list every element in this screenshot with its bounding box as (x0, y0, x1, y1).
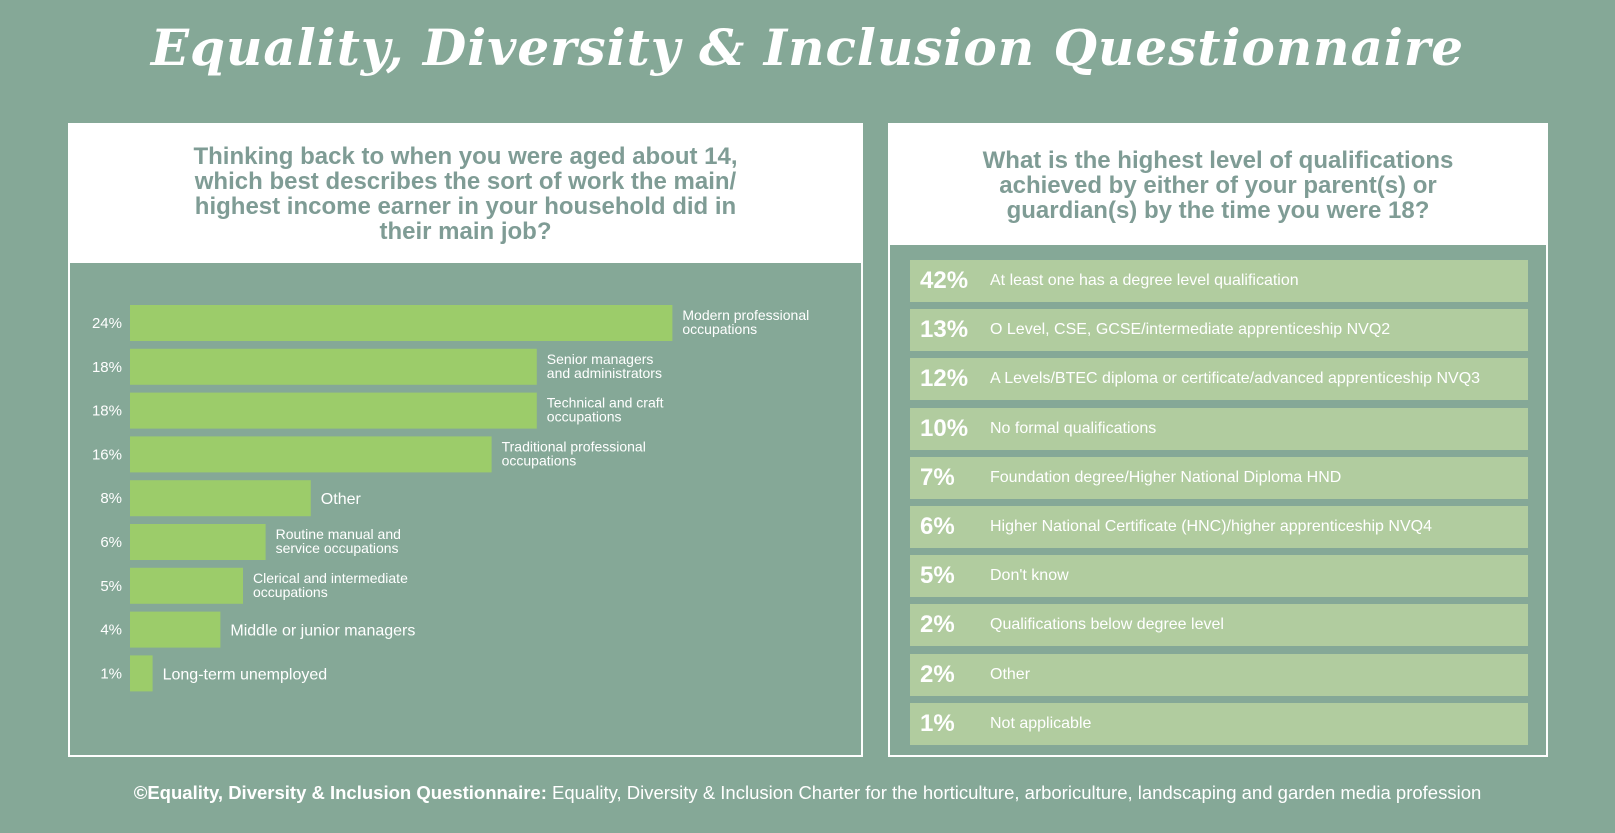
bar (130, 305, 673, 341)
footer-credit: ©Equality, Diversity & Inclusion Questio… (0, 782, 1615, 804)
qualification-percent: 6% (920, 512, 955, 540)
qualification-percent: 10% (920, 414, 969, 442)
bar-value-label: 24% (92, 315, 122, 332)
qualification-percent: 2% (920, 660, 955, 688)
occupation-panel: Thinking back to when you were aged abou… (68, 123, 863, 757)
qualification-row: 5% Don't know (910, 555, 1528, 598)
qualification-percent: 42% (920, 267, 969, 294)
qualification-label: Not applicable (990, 714, 1092, 732)
qualification-row: 1% Not applicable (910, 702, 1528, 745)
bar-category-label: Clerical and intermediate occupations (253, 570, 408, 600)
bar-value-label: 1% (100, 665, 122, 682)
bar-category-label: Senior managers and administrators (547, 351, 662, 381)
qualification-percent: 1% (920, 709, 955, 737)
bar (130, 655, 153, 692)
qualification-list: 42% At least one has a degree level quali… (910, 260, 1528, 752)
bar (130, 436, 492, 473)
bar-value-label: 6% (100, 534, 122, 551)
qualification-label: A Levels/BTEC diploma or certificate/adv… (990, 370, 1481, 388)
occupation-bar-chart: 24% Modern professional occupations 18% Seni… (92, 305, 809, 692)
qualification-row: 2% Other (910, 653, 1528, 696)
qualification-label: Higher National Certificate (HNC)/higher… (990, 517, 1432, 535)
bar-category-label: Technical and craft occupations (547, 395, 664, 425)
bar-category-label: Modern professional occupations (682, 307, 809, 337)
qualification-row: 6% Higher National Certificate (HNC)/high… (910, 505, 1528, 548)
bar-value-label: 8% (100, 490, 122, 507)
qualification-percent: 2% (920, 611, 955, 639)
bar-category-label: Middle or junior managers (230, 623, 415, 640)
qualification-label: Qualifications below degree level (990, 616, 1224, 634)
bar (130, 611, 221, 648)
qualification-label: Other (990, 665, 1031, 683)
qualification-percent: 12% (920, 365, 969, 393)
qualification-label: At least one has a degree level qualific… (990, 272, 1299, 289)
qualification-percent: 13% (920, 316, 969, 344)
qualification-row: 7% Foundation degree/Higher National Dipl… (910, 456, 1528, 499)
qualification-label: Don't know (990, 567, 1069, 585)
bar-category-label: Routine manual and service occupations (276, 526, 401, 556)
bar (130, 524, 266, 560)
footer-credit-bold: ©Equality, Diversity & Inclusion Questio… (133, 782, 547, 803)
qualification-row: 12% A Levels/BTEC diploma or certificate/… (910, 358, 1528, 401)
bar-category-label: Long-term unemployed (163, 666, 328, 683)
qualification-label: Foundation degree/Higher National Diplom… (990, 468, 1342, 486)
qualification-question: What is the highest level of qualificati… (890, 125, 1546, 245)
bar-value-label: 16% (92, 446, 122, 463)
page-title: Equality, Diversity & Inclusion Question… (150, 18, 1465, 77)
bar-value-label: 18% (92, 359, 122, 376)
bar (130, 392, 537, 429)
occupation-question: Thinking back to when you were aged abou… (70, 125, 861, 263)
qualification-label: O Level, CSE, GCSE/intermediate apprenti… (990, 321, 1391, 339)
bar-value-label: 5% (100, 578, 122, 595)
qualification-row: 42% At least one has a degree level quali… (910, 260, 1528, 302)
bar-category-label: Traditional professional occupations (502, 438, 646, 468)
qualification-row: 10% No formal qualifications (910, 407, 1528, 450)
qualification-row: 2% Qualifications below degree level (910, 604, 1528, 647)
bar (130, 567, 243, 604)
bar-category-label: Other (321, 491, 362, 508)
bar (130, 348, 537, 385)
bar (130, 480, 311, 517)
qualification-row: 13% O Level, CSE, GCSE/intermediate appre… (910, 309, 1528, 352)
qualification-percent: 5% (920, 562, 955, 590)
bar-value-label: 18% (92, 403, 122, 420)
qualification-label: No formal qualifications (990, 419, 1157, 437)
bar-value-label: 4% (100, 622, 122, 639)
footer-credit-text: Equality, Diversity & Inclusion Charter … (546, 782, 1482, 803)
qualification-percent: 7% (920, 463, 955, 491)
qualification-panel: What is the highest level of qualificati… (888, 123, 1548, 757)
